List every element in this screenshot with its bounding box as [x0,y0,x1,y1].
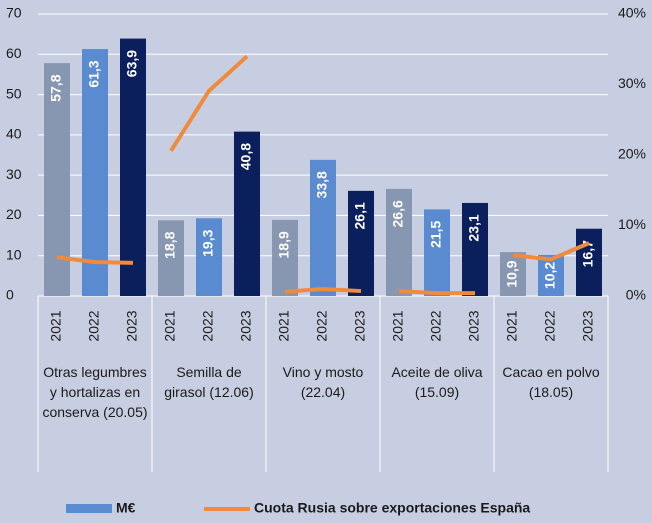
y2-tick-label: 40% [618,5,646,21]
bar [386,188,412,296]
value-label: 26,6 [390,200,406,227]
y-tick-label: 40 [6,126,22,142]
group-label-box: Aceite de oliva (15.09) [391,364,483,400]
bar [272,219,298,296]
x-tick-label: 2022 [200,310,216,341]
y-tick-label: 10 [6,246,22,262]
value-label: 18,8 [162,231,178,258]
x-tick-label: 2021 [390,310,406,341]
bar [424,209,450,296]
y2-tick-label: 20% [618,146,646,162]
bar [158,220,184,296]
line [512,241,590,262]
line [56,255,134,265]
group-label-box: Vino y mosto (22.04) [282,364,364,400]
y-tick-label: 30 [6,166,22,182]
legend-label: Cuota Rusia sobre exportaciones España [254,500,530,516]
group-label-box: Otras legumbres y hortalizas en conserva… [42,364,148,420]
x-tick-label: 2023 [580,310,596,341]
line [398,289,475,296]
group-label: Cacao en polvo (18.05) [502,364,600,400]
x-tick-label: 2023 [352,310,368,341]
y2-tick-label: 10% [618,216,646,232]
group-label: Otras legumbres y hortalizas en conserva… [42,364,148,420]
x-tick-label: 2023 [238,310,254,341]
legend-label: M€ [116,500,136,516]
value-label: 23,1 [466,214,482,241]
legend-swatch [66,504,112,513]
x-tick-label: 2022 [314,310,330,341]
bar [82,49,108,297]
bar [120,38,146,297]
x-tick-label: 2023 [466,310,482,341]
y-tick-label: 0 [6,287,14,303]
x-tick-label: 2021 [276,310,292,341]
bar [462,202,488,296]
line [169,54,249,152]
value-label: 18,9 [276,231,292,258]
bar [538,254,564,296]
x-tick-label: 2021 [162,310,178,341]
value-label: 40,8 [238,143,254,170]
value-label: 19,3 [200,229,216,256]
x-tick-label: 2021 [504,310,520,341]
x-tick-label: 2022 [86,310,102,341]
value-label: 21,5 [428,221,444,248]
group-label: Semilla de girasol (12.06) [164,364,254,400]
value-label: 33,8 [314,171,330,198]
group-label: Aceite de oliva (15.09) [391,364,483,400]
group-label: Vino y mosto (22.04) [282,364,364,400]
bar [310,159,336,296]
x-tick-label: 2022 [428,310,444,341]
y-tick-label: 50 [6,85,22,101]
group-label-box: Cacao en polvo (18.05) [502,364,600,400]
bar [576,228,602,296]
x-tick-label: 2023 [124,310,140,341]
bar [348,190,374,296]
y2-tick-label: 0% [626,287,646,303]
bar [196,218,222,296]
value-label: 10,2 [542,262,558,289]
y-tick-label: 60 [6,45,22,61]
value-label: 61,3 [86,60,102,87]
line [284,286,362,294]
value-label: 10,9 [504,260,520,287]
x-tick-label: 2022 [542,310,558,341]
bar [234,131,260,296]
value-label: 26,1 [352,202,368,229]
y-tick-label: 70 [6,5,22,21]
x-tick-label: 2021 [48,310,64,341]
y2-tick-label: 30% [618,75,646,91]
value-label: 63,9 [124,50,140,77]
y-tick-label: 20 [6,206,22,222]
bar [500,252,526,296]
value-label: 57,8 [48,74,64,101]
group-label-box: Semilla de girasol (12.06) [164,364,254,400]
